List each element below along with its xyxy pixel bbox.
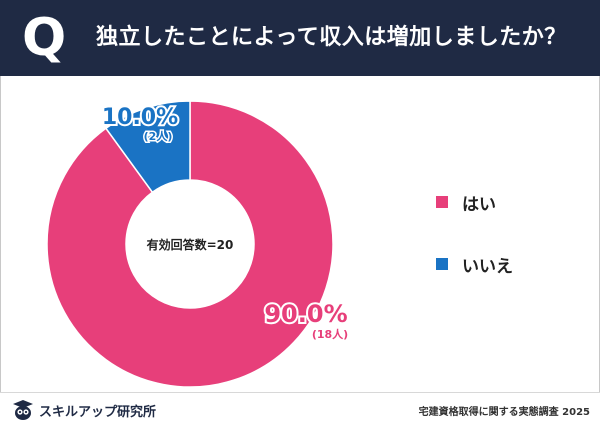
- slice-yes: [46, 100, 334, 388]
- legend-label-yes: はい: [462, 194, 496, 215]
- q-icon: Q: [22, 8, 67, 68]
- center-label: 有効回答数=20: [147, 237, 234, 252]
- legend-label-no: いいえ: [462, 256, 513, 277]
- footer: スキルアップ研究所 宅建資格取得に関する実態調査 2025: [0, 392, 600, 427]
- legend-item-no: いいえ: [436, 252, 513, 277]
- legend-swatch-yes: [436, 196, 448, 208]
- brand: スキルアップ研究所: [12, 399, 156, 421]
- source-note: 宅建資格取得に関する実態調査 2025: [418, 407, 590, 418]
- count-label-yes: (18人): [312, 327, 348, 341]
- slice-no: [104, 100, 191, 194]
- question-header: Q 独立したことによって収入は増加しましたか？: [0, 0, 600, 76]
- percent-label-yes: 90.0%: [264, 300, 347, 328]
- percent-label-no: 10.0%: [102, 105, 178, 130]
- legend-swatch-no: [436, 258, 448, 270]
- legend-item-yes: はい: [436, 190, 496, 215]
- donut-chart: 有効回答数=20 90.0%(18人) 10.0%(2人): [46, 100, 350, 388]
- owl-logo-icon: [13, 400, 33, 420]
- question-title: 独立したことによって収入は増加しましたか？: [96, 25, 567, 50]
- count-label-no: (2人): [144, 129, 173, 143]
- brand-name: スキルアップ研究所: [39, 404, 157, 420]
